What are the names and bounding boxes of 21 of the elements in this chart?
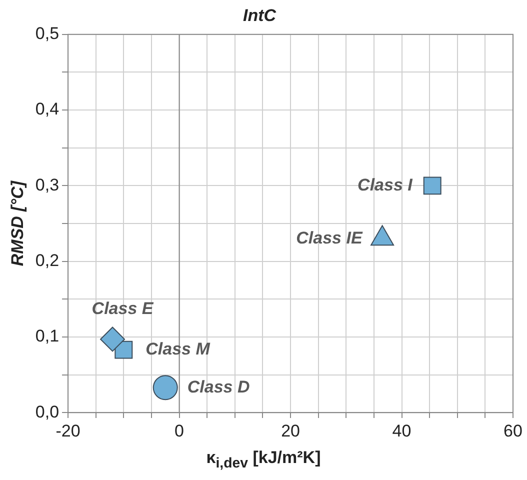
x-tick-label: 40	[392, 421, 412, 440]
y-tick-label: 0,4	[35, 100, 60, 119]
y-axis-title: RMSD [°C]	[8, 180, 27, 266]
y-tick-label: 0,2	[35, 251, 60, 270]
x-axis-title: κ$_{i,dev}$ [kJ/m²K]	[205, 448, 322, 472]
x-tick-label: 20	[281, 421, 300, 440]
point	[423, 176, 442, 195]
y-tick-label: 0,0	[35, 402, 60, 422]
x-tick-label: -20	[56, 421, 80, 440]
chart-title: IntC	[242, 6, 277, 25]
point	[152, 375, 178, 400]
x-tick-label: 0	[174, 421, 184, 440]
point	[100, 326, 126, 352]
series-label: Class I	[358, 175, 414, 194]
y-tick-label: 0,3	[35, 175, 60, 194]
series-label: Class D	[187, 377, 250, 396]
y-tick-label: 0,1	[35, 326, 60, 346]
series-label: Class IE	[296, 228, 363, 248]
series-label: Class E	[92, 298, 154, 318]
y-tick-label: 0,5	[35, 24, 60, 44]
x-tick-label: 60	[504, 421, 522, 440]
